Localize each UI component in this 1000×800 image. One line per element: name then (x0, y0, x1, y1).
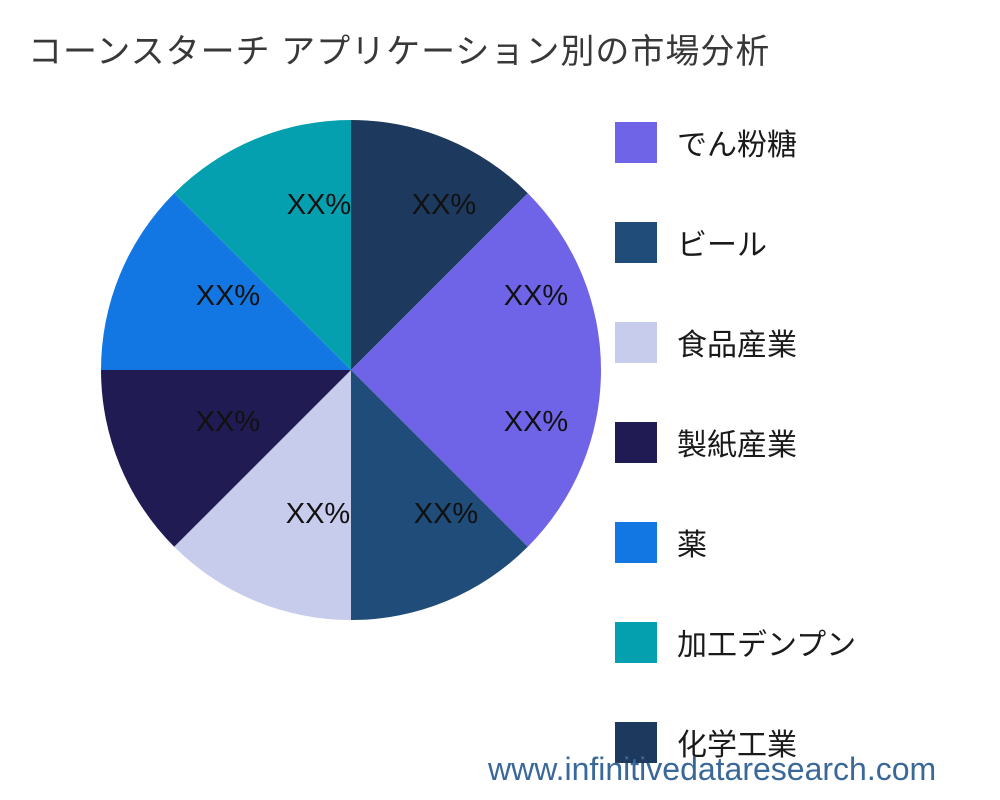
pie-slice-percent-label: XX% (504, 406, 568, 438)
pie-slice-4 (100, 193, 351, 370)
pie-slice-percent-label: XX% (414, 498, 478, 530)
chart-title: コーンスターチ アプリケーション別の市場分析 (28, 33, 771, 71)
pie-slice-6 (351, 120, 528, 370)
pie-slice-percent-label: XX% (286, 498, 350, 530)
pie-slice-2 (174, 370, 351, 620)
pie-slice-percent-label: XX% (287, 189, 351, 221)
pie-slice-5 (174, 120, 351, 370)
pie-slice-percent-label: XX% (196, 406, 260, 438)
pie-slice-0 (351, 370, 601, 547)
pie-slice-percent-label: XX% (196, 280, 260, 312)
pie-slice-percent-label: XX% (504, 280, 568, 312)
pie-slice-percent-label: XX% (412, 189, 476, 221)
pie-slice-7 (351, 193, 601, 370)
pie-slice-1 (351, 370, 528, 620)
pie-slice-3 (100, 370, 351, 547)
watermark-text: www.infinitivedataresearch.com (488, 751, 937, 787)
